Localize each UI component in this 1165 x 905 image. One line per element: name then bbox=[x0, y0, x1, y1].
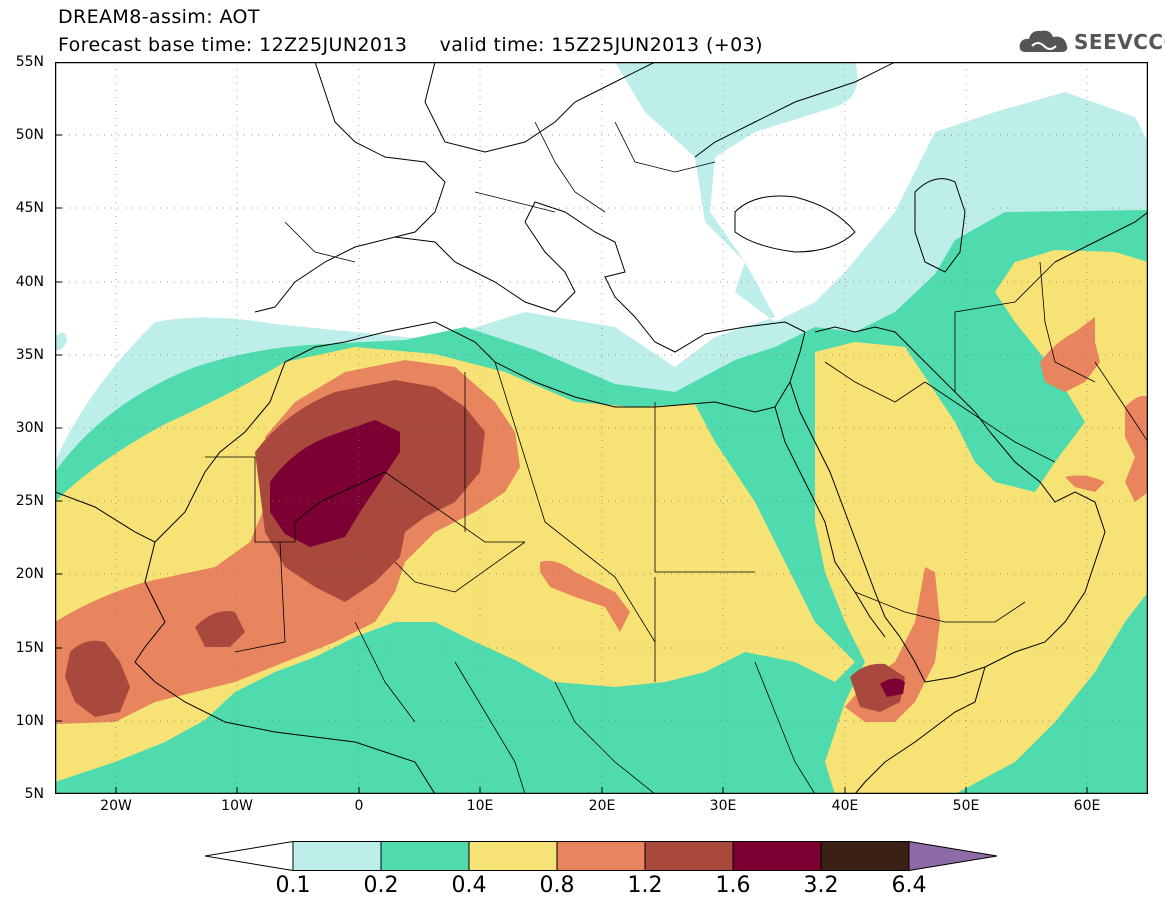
colorbar-cell bbox=[732, 841, 822, 871]
colorbar-label: 0.8 bbox=[539, 873, 575, 898]
lon-label: 30E bbox=[709, 798, 737, 814]
country-borders bbox=[205, 121, 1148, 794]
lat-label: 20N bbox=[15, 566, 44, 582]
map-title: DREAM8-assim: AOT bbox=[58, 6, 260, 28]
colorbar-label: 1.2 bbox=[627, 873, 663, 898]
lat-label: 10N bbox=[15, 713, 44, 729]
colorbar-label: 0.4 bbox=[451, 873, 487, 898]
colorbar-label: 3.2 bbox=[803, 873, 839, 898]
colorbar-label: 1.6 bbox=[715, 873, 751, 898]
lat-label: 15N bbox=[15, 640, 44, 656]
forecast-times: Forecast base time: 12Z25JUN2013 valid t… bbox=[58, 34, 763, 56]
aot-map bbox=[55, 62, 1148, 794]
colorbar-cell bbox=[644, 841, 734, 871]
aot-contours bbox=[55, 62, 1148, 794]
lat-label: 50N bbox=[15, 127, 44, 143]
lon-label: 60E bbox=[1073, 798, 1101, 814]
colorbar-label: 0.2 bbox=[363, 873, 399, 898]
lat-label: 45N bbox=[15, 200, 44, 216]
lon-label: 10E bbox=[466, 798, 494, 814]
lon-label: 40E bbox=[831, 798, 859, 814]
coastlines bbox=[55, 62, 1148, 794]
colorbar-cell bbox=[820, 841, 910, 871]
axis-ticks bbox=[55, 134, 1088, 794]
colorbar-cell bbox=[908, 841, 998, 871]
lat-label: 5N bbox=[24, 786, 44, 802]
lat-label: 40N bbox=[15, 274, 44, 290]
lon-label: 20W bbox=[100, 798, 132, 814]
lat-label: 55N bbox=[15, 54, 44, 70]
colorbar-label: 6.4 bbox=[891, 873, 927, 898]
lon-label: 0 bbox=[354, 798, 364, 814]
colorbar-cell bbox=[292, 841, 382, 871]
graticule bbox=[55, 62, 1148, 794]
lon-label: 10W bbox=[221, 798, 253, 814]
colorbar-cell bbox=[468, 841, 558, 871]
colorbar-cell bbox=[205, 841, 294, 871]
colorbar-cell bbox=[380, 841, 470, 871]
logo-text: SEEVCCC bbox=[1074, 30, 1165, 54]
aot-colorbar bbox=[205, 841, 998, 871]
lat-label: 25N bbox=[15, 493, 44, 509]
colorbar-label: 0.1 bbox=[275, 873, 311, 898]
lat-label: 35N bbox=[15, 347, 44, 363]
seevccc-logo: SEEVCCC bbox=[1018, 26, 1165, 56]
lon-label: 20E bbox=[588, 798, 616, 814]
colorbar-cell bbox=[556, 841, 646, 871]
aot-band-1.6-3.2 bbox=[270, 420, 905, 697]
lon-label: 50E bbox=[952, 798, 980, 814]
lat-label: 30N bbox=[15, 420, 44, 436]
cloud-icon bbox=[1019, 30, 1068, 52]
